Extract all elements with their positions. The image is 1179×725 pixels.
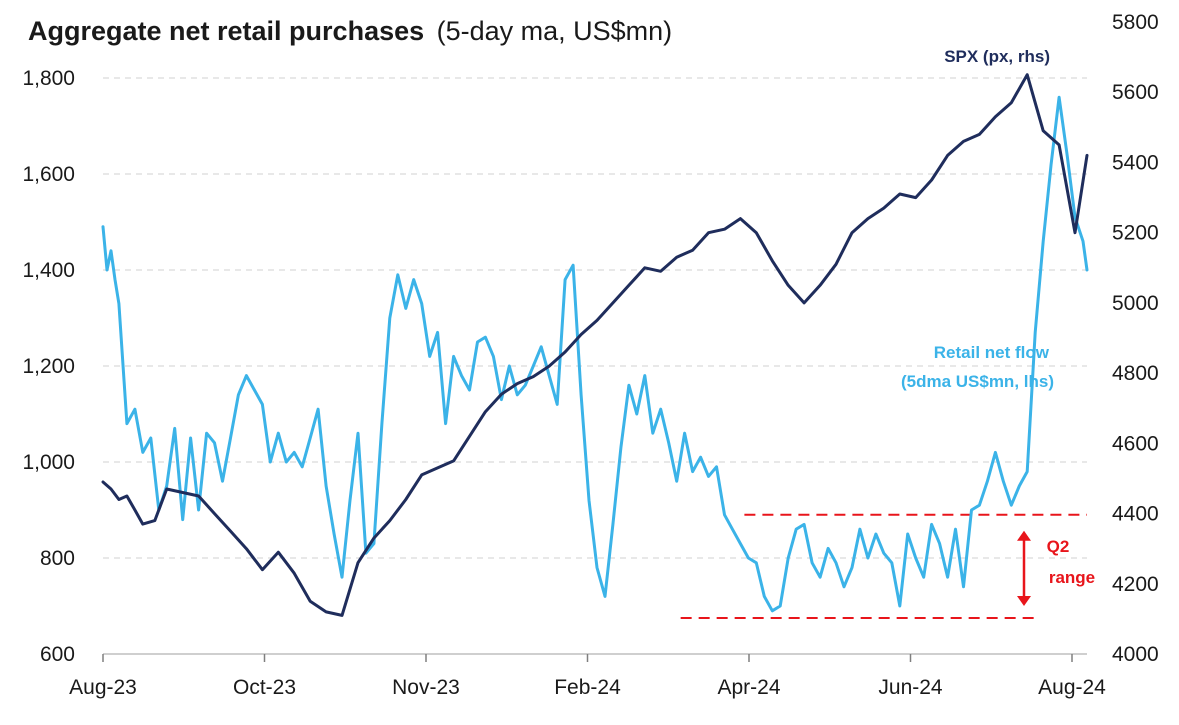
title-subtitle: (5-day ma, US$mn) [437, 16, 673, 46]
y-right-tick-label: 4600 [1112, 432, 1159, 455]
x-tick-label: Nov-23 [392, 676, 460, 699]
range-arrow-head-up [1017, 530, 1031, 541]
y-axis-left: 600 800 1,000 1,200 1,400 1,600 1,800 [22, 67, 75, 666]
spx-series-line [101, 73, 1089, 617]
title-text: Aggregate net retail purchases (5-day ma… [28, 16, 672, 46]
flow-series-label-line2: (5dma US$mn, lhs) [901, 372, 1054, 391]
y-left-tick-label: 1,400 [22, 259, 75, 282]
y-right-tick-label: 5000 [1112, 292, 1159, 315]
title-main: Aggregate net retail purchases [28, 16, 424, 46]
range-label-line2: range [1049, 568, 1095, 587]
y-right-tick-label: 5400 [1112, 151, 1159, 174]
y-left-tick-label: 1,800 [22, 67, 75, 90]
flow-series-label-line1: Retail net flow [934, 343, 1050, 362]
range-label-line1: Q2 [1047, 537, 1070, 556]
y-right-tick-label: 4400 [1112, 503, 1159, 526]
y-right-tick-label: 4200 [1112, 573, 1159, 596]
y-right-tick-label: 5600 [1112, 81, 1159, 104]
y-axis-right: 4000 4200 4400 4600 4800 5000 5200 5400 5600 5800 [1112, 11, 1159, 666]
y-left-tick-label: 1,000 [22, 451, 75, 474]
y-right-tick-label: 5200 [1112, 222, 1159, 245]
x-tick-label: Oct-23 [233, 676, 296, 699]
q2-range-annotation [680, 513, 1087, 619]
range-arrow-head-down [1017, 596, 1031, 606]
chart-title: Aggregate net retail purchases (5-day ma… [28, 16, 672, 46]
annotations: SPX (px, rhs) Retail net flow (5dma US$m… [901, 47, 1095, 587]
y-right-tick-label: 4800 [1112, 362, 1159, 385]
series-lines [101, 73, 1089, 617]
y-left-tick-label: 600 [40, 643, 75, 666]
gridlines [103, 77, 1087, 559]
y-left-tick-label: 1,200 [22, 355, 75, 378]
spx-series-label: SPX (px, rhs) [944, 47, 1050, 66]
x-tick-label: Jun-24 [878, 676, 943, 699]
y-left-tick-label: 1,600 [22, 163, 75, 186]
retail-flow-series-line [101, 95, 1089, 613]
y-left-tick-label: 800 [40, 547, 75, 570]
x-tick-label: Apr-24 [717, 676, 780, 699]
x-axis: Aug-23 Oct-23 Nov-23 Feb-24 Apr-24 Jun-24 Aug-… [69, 653, 1106, 699]
x-tick-label: Aug-24 [1038, 676, 1106, 699]
x-tick-label: Aug-23 [69, 676, 137, 699]
y-right-tick-label: 5800 [1112, 11, 1159, 34]
y-right-tick-label: 4000 [1112, 643, 1159, 666]
x-tick-label: Feb-24 [554, 676, 621, 699]
